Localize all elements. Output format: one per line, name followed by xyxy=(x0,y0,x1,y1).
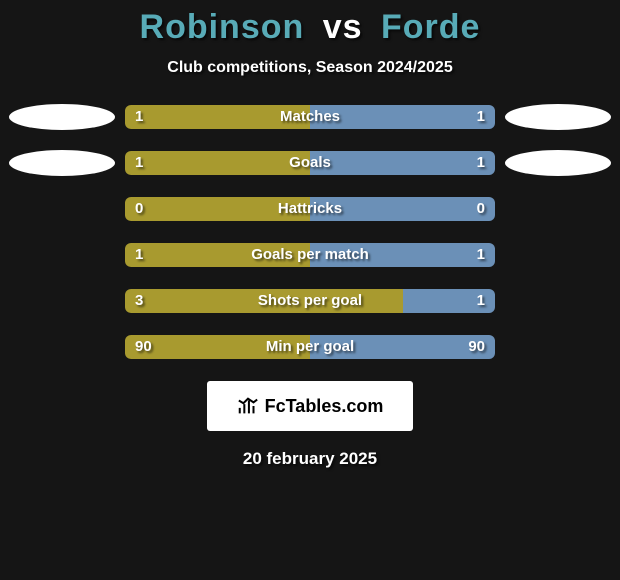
comparison-chart: Robinson vs Forde Club competitions, Sea… xyxy=(0,0,620,469)
stat-bar: 11Goals xyxy=(125,151,495,175)
stat-row: 11Matches xyxy=(0,105,620,129)
bar-left-segment xyxy=(125,151,310,175)
bar-right-segment xyxy=(310,197,495,221)
subtitle: Club competitions, Season 2024/2025 xyxy=(0,59,620,77)
bar-left-segment xyxy=(125,197,310,221)
stats-rows: 11Matches 11Goals 00Hattricks 11Goals per m… xyxy=(0,105,620,359)
stat-row: 11Goals per match xyxy=(0,243,620,267)
bar-left-segment xyxy=(125,105,310,129)
bar-left-segment xyxy=(125,335,310,359)
stat-row: 9090Min per goal xyxy=(0,335,620,359)
chart-icon xyxy=(237,395,259,417)
bar-right-segment xyxy=(310,335,495,359)
logo-badge: FcTables.com xyxy=(207,381,413,431)
player1-marker xyxy=(9,104,115,130)
marker-spacer xyxy=(9,334,115,360)
bar-right-segment xyxy=(310,105,495,129)
stat-bar: 31Shots per goal xyxy=(125,289,495,313)
marker-spacer xyxy=(505,334,611,360)
vs-text: vs xyxy=(323,8,363,46)
player2-name: Forde xyxy=(381,8,480,46)
stat-bar: 9090Min per goal xyxy=(125,335,495,359)
bar-right-segment xyxy=(403,289,496,313)
stat-row: 00Hattricks xyxy=(0,197,620,221)
stat-row: 31Shots per goal xyxy=(0,289,620,313)
marker-spacer xyxy=(505,288,611,314)
player2-marker xyxy=(505,104,611,130)
marker-spacer xyxy=(9,196,115,222)
bar-left-segment xyxy=(125,243,310,267)
player1-marker xyxy=(9,150,115,176)
stat-bar: 11Goals per match xyxy=(125,243,495,267)
player1-name: Robinson xyxy=(140,8,305,46)
player2-marker xyxy=(505,150,611,176)
title: Robinson vs Forde xyxy=(0,8,620,47)
bar-left-segment xyxy=(125,289,403,313)
bar-right-segment xyxy=(310,243,495,267)
bar-right-segment xyxy=(310,151,495,175)
stat-row: 11Goals xyxy=(0,151,620,175)
marker-spacer xyxy=(9,242,115,268)
marker-spacer xyxy=(9,288,115,314)
marker-spacer xyxy=(505,196,611,222)
logo-text: FcTables.com xyxy=(265,396,384,417)
stat-bar: 00Hattricks xyxy=(125,197,495,221)
marker-spacer xyxy=(505,242,611,268)
stat-bar: 11Matches xyxy=(125,105,495,129)
date-text: 20 february 2025 xyxy=(0,449,620,469)
